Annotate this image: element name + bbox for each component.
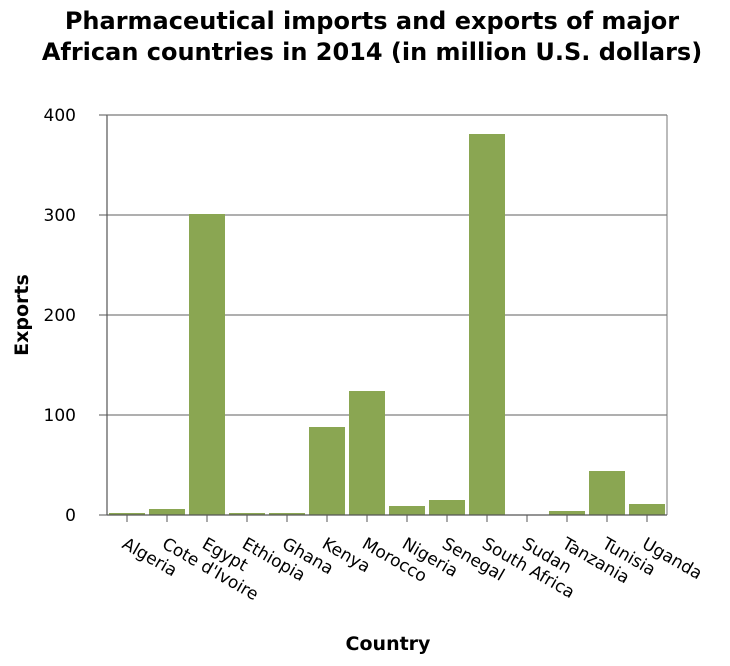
bar (349, 391, 385, 515)
y-tick-label: 100 (44, 406, 76, 426)
y-tick-label: 400 (44, 106, 76, 126)
bar (109, 513, 145, 515)
y-tick-label: 300 (44, 206, 76, 226)
bar (309, 427, 345, 515)
chart-title: Pharmaceutical imports and exports of ma… (41, 7, 703, 66)
bar (629, 504, 665, 515)
bar (549, 511, 585, 515)
x-axis-title: Country (346, 633, 432, 655)
y-axis-title: Exports (11, 274, 33, 356)
bar (269, 513, 305, 515)
bar (229, 513, 265, 515)
y-tick-label: 200 (44, 306, 76, 326)
bar (589, 471, 625, 515)
bar (429, 500, 465, 515)
bar (469, 134, 505, 515)
bar (149, 509, 185, 515)
bar (389, 506, 425, 515)
bar (189, 214, 225, 515)
y-tick-label: 0 (65, 506, 76, 526)
axes (99, 114, 668, 522)
bars (109, 134, 665, 516)
